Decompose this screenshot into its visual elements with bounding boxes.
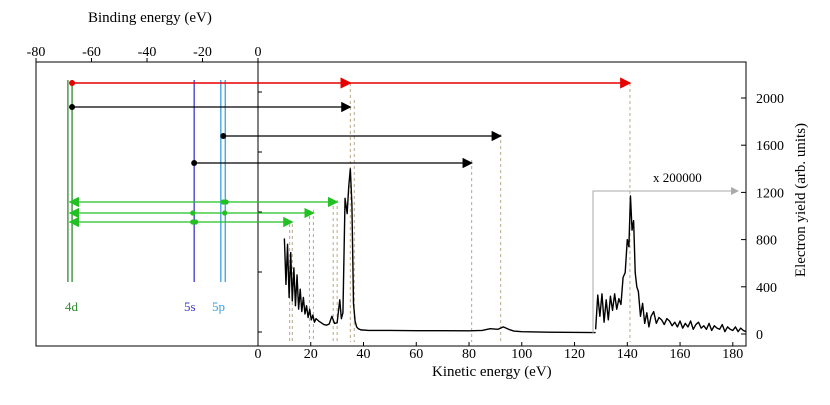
bottom-tick-label: 40: [357, 347, 371, 362]
arrow-green-dot: [190, 210, 196, 216]
bottom-axis-ticks: 0 20 40 60 80 100 120 140 160 180: [255, 342, 743, 362]
right-tick-label: 800: [756, 234, 777, 249]
inset-box: [592, 187, 739, 333]
arrow-green-dot: [223, 199, 229, 205]
level-label-5s: 5s: [184, 299, 196, 314]
top-tick-label: -60: [82, 45, 101, 60]
transition-arrows: [68, 77, 632, 228]
bottom-tick-label: 100: [511, 347, 532, 362]
top-tick-label: -80: [27, 45, 46, 60]
dashed-guides: [289, 83, 631, 342]
bottom-tick-label: 160: [670, 347, 691, 362]
bottom-tick-label: 20: [304, 347, 318, 362]
top-tick-label: 0: [255, 45, 262, 60]
arrow-green-dot: [222, 210, 228, 216]
right-tick-label: 1200: [756, 186, 784, 201]
bottom-tick-label: 60: [409, 347, 423, 362]
top-axis-ticks: -80 -60 -40 -20 0: [27, 45, 262, 62]
arrow-origin-dot: [69, 80, 76, 86]
plot-border: [35, 61, 747, 347]
magnification-label: x 200000: [653, 170, 702, 185]
bottom-tick-label: 80: [462, 347, 476, 362]
spectrum-series: [283, 168, 747, 334]
top-axis-title: Binding energy (eV): [88, 10, 212, 26]
energy-levels: [67, 80, 226, 282]
bottom-tick-label: 180: [722, 347, 743, 362]
bottom-tick-label: 140: [617, 347, 638, 362]
right-axis-title: Electron yield (arb. units): [793, 123, 809, 277]
arrow-green-dot: [192, 219, 199, 225]
bottom-tick-label: 120: [564, 347, 585, 362]
bottom-axis-title: Kinetic energy (eV): [432, 364, 552, 380]
right-tick-label: 400: [756, 281, 777, 296]
right-tick-label: 2000: [756, 92, 784, 107]
right-tick-label: 0: [756, 328, 763, 343]
spectrum-line: [283, 168, 596, 334]
level-label-4d: 4d: [65, 299, 79, 314]
right-tick-label: 1600: [756, 139, 784, 154]
bottom-tick-label: 0: [255, 347, 262, 362]
level-label-5p: 5p: [212, 299, 225, 314]
right-axis-ticks: 0 400 800 1200 1600 2000: [741, 92, 784, 343]
magnified-spectrum-line: [594, 195, 747, 333]
top-tick-label: -20: [193, 45, 212, 60]
top-tick-label: -40: [138, 45, 157, 60]
